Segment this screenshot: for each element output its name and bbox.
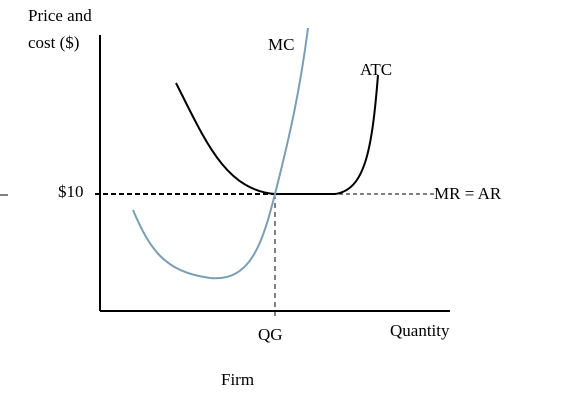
- mc-label: MC: [268, 35, 294, 54]
- atc-curve: [175, 74, 379, 195]
- y-axis-label: Price and: [28, 6, 92, 25]
- quantity-label: QG: [258, 325, 283, 344]
- line-label: MR = AR: [434, 184, 502, 203]
- price-label: $10: [58, 182, 84, 201]
- x-axis-label: Quantity: [390, 321, 450, 340]
- atc-label: ATC: [360, 60, 392, 79]
- caption: Firm: [221, 370, 254, 389]
- y-axis-label: cost ($): [28, 33, 79, 52]
- mc-curve: [132, 27, 309, 280]
